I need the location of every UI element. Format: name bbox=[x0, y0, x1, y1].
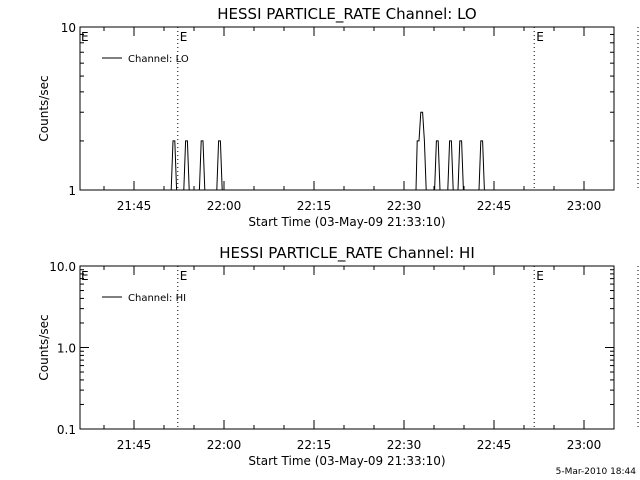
x-tick-label: 22:00 bbox=[207, 438, 242, 452]
x-tick-label: 22:15 bbox=[297, 438, 332, 452]
x-tick-label: 22:30 bbox=[387, 199, 422, 213]
series-line-channel-lo bbox=[170, 111, 485, 191]
event-marker: E bbox=[536, 269, 544, 283]
legend-label: Channel: HI bbox=[128, 293, 186, 304]
chart-title: HESSI PARTICLE_RATE Channel: LO bbox=[217, 5, 476, 24]
event-marker: E bbox=[536, 30, 544, 44]
y-tick-label: 1.0 bbox=[57, 342, 76, 356]
x-tick-label: 21:45 bbox=[117, 438, 152, 452]
y-axis-label: Counts/sec bbox=[37, 314, 51, 380]
legend-label: Channel: LO bbox=[128, 54, 189, 65]
y-tick-label: 1 bbox=[68, 184, 76, 198]
start-event-marker: E bbox=[81, 269, 89, 283]
footer-timestamp: 5-Mar-2010 18:44 bbox=[556, 467, 637, 477]
x-tick-label: 22:45 bbox=[477, 199, 512, 213]
x-tick-label: 22:30 bbox=[387, 438, 422, 452]
x-tick-label: 22:00 bbox=[207, 199, 242, 213]
x-tick-label: 21:45 bbox=[117, 199, 152, 213]
x-tick-label: 23:00 bbox=[567, 199, 602, 213]
x-tick-label: 23:00 bbox=[567, 438, 602, 452]
x-tick-label: 22:45 bbox=[477, 438, 512, 452]
x-tick-label: 22:15 bbox=[297, 199, 332, 213]
start-event-marker: E bbox=[81, 30, 89, 44]
x-axis-label: Start Time (03-May-09 21:33:10) bbox=[248, 215, 445, 229]
chart-title: HESSI PARTICLE_RATE Channel: HI bbox=[219, 244, 475, 263]
event-marker: E bbox=[180, 269, 188, 283]
x-axis-label: Start Time (03-May-09 21:33:10) bbox=[248, 454, 445, 468]
y-tick-label: 0.1 bbox=[57, 423, 76, 437]
y-tick-label: 10.0 bbox=[49, 260, 76, 274]
y-axis-label: Counts/sec bbox=[37, 75, 51, 141]
y-tick-label: 10 bbox=[61, 21, 76, 35]
event-marker: E bbox=[180, 30, 188, 44]
